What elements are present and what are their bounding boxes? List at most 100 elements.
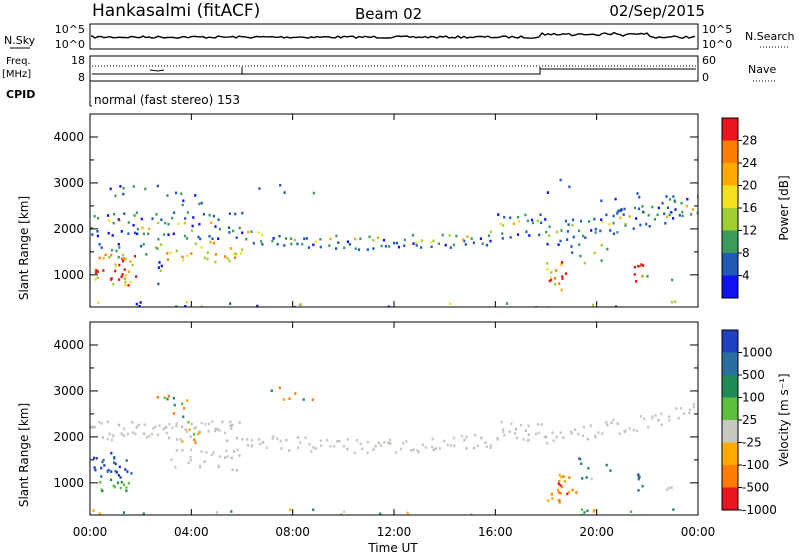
velocity-colorbar-tick-label: -500 (742, 481, 769, 495)
power-cell (637, 264, 640, 268)
power-cell (545, 230, 548, 234)
power-cell (96, 270, 99, 273)
power-cell (226, 257, 229, 260)
power-cell (214, 225, 217, 228)
velocity-cell (522, 438, 525, 441)
velocity-cell (113, 485, 116, 489)
velocity-cell (131, 431, 134, 434)
power-cell (113, 212, 116, 216)
velocity-cell (311, 398, 314, 401)
velocity-cell (421, 443, 424, 447)
power-cell (224, 255, 227, 258)
velocity-cell (510, 422, 513, 426)
power-cell (470, 237, 473, 240)
velocity-cell (181, 425, 184, 428)
velocity-cell (651, 417, 654, 420)
velocity-cell (172, 396, 175, 400)
power-cell (117, 218, 120, 221)
y-tick-label: 1000 (53, 268, 84, 282)
noise-sky-trace (91, 31, 696, 40)
velocity-cell (359, 442, 362, 446)
power-cell (548, 225, 551, 229)
power-cell (144, 187, 147, 191)
velocity-cell (446, 443, 449, 447)
power-cell (680, 201, 683, 205)
power-cell (599, 229, 602, 233)
velocity-cell (355, 439, 358, 442)
velocity-cell (127, 481, 130, 485)
power-cell (678, 214, 681, 217)
power-cell (209, 240, 212, 244)
power-cell (672, 217, 675, 220)
power-cell (512, 222, 515, 225)
power-cell (412, 242, 415, 245)
noise-frame (89, 23, 699, 50)
velocity-cell (692, 402, 695, 406)
velocity-cell (163, 396, 166, 400)
power-cell (132, 224, 135, 227)
velocity-cell (173, 403, 176, 407)
velocity-cell (654, 414, 657, 417)
velocity-cell (590, 477, 593, 481)
power-cell (619, 216, 622, 220)
velocity-cell (563, 480, 566, 483)
velocity-cell (570, 432, 573, 435)
power-colorbar-swatch (722, 118, 738, 141)
power-cell (186, 300, 189, 304)
velocity-colorbar-tick-label: -25 (742, 436, 762, 450)
power-cell (108, 256, 111, 259)
velocity-cell (568, 476, 571, 479)
power-cell (387, 305, 390, 307)
velocity-cell (113, 456, 116, 459)
power-cell (110, 253, 113, 257)
power-cell (368, 235, 371, 239)
velocity-cell (660, 412, 663, 416)
power-cell (578, 229, 581, 233)
power-cell (561, 277, 564, 280)
power-heatmap (90, 178, 698, 307)
velocity-cell (288, 397, 291, 400)
power-cell (642, 264, 645, 267)
power-cell (157, 221, 160, 225)
power-cell (550, 271, 553, 274)
velocity-cell (189, 435, 192, 438)
power-cell (648, 225, 651, 228)
power-cell (208, 235, 211, 238)
velocity-cell (108, 432, 111, 436)
velocity-heatmap (90, 386, 695, 515)
velocity-cell (395, 451, 398, 454)
power-cell (592, 303, 595, 307)
power-cell (546, 242, 549, 246)
velocity-cell (114, 469, 117, 473)
power-cell (605, 213, 608, 217)
power-cell (666, 206, 670, 209)
velocity-cell (463, 438, 466, 442)
velocity-cell (143, 423, 146, 427)
power-frame (89, 113, 699, 308)
power-cell (579, 254, 582, 258)
power-cell (200, 201, 203, 205)
velocity-colorbar-swatch (722, 442, 738, 465)
power-cell (329, 237, 332, 241)
velocity-colorbar-swatch (722, 465, 738, 488)
velocity-cell (470, 513, 473, 515)
power-cell (312, 191, 315, 195)
power-cell (202, 212, 205, 216)
power-cell (127, 232, 130, 235)
power-cell (305, 237, 308, 240)
velocity-cell (637, 477, 640, 481)
velocity-cell (336, 440, 339, 443)
nave-label: Nave (748, 63, 776, 76)
power-cell (228, 212, 231, 215)
power-cell (169, 251, 172, 254)
power-cell (665, 215, 669, 219)
velocity-cell (361, 447, 364, 451)
power-cell (393, 241, 396, 245)
velocity-cell (194, 441, 197, 444)
velocity-cell (214, 427, 217, 431)
velocity-cell (100, 475, 103, 478)
velocity-cell (287, 449, 291, 452)
power-cell (665, 195, 668, 198)
power-cell (382, 238, 386, 242)
velocity-cell (616, 422, 619, 425)
